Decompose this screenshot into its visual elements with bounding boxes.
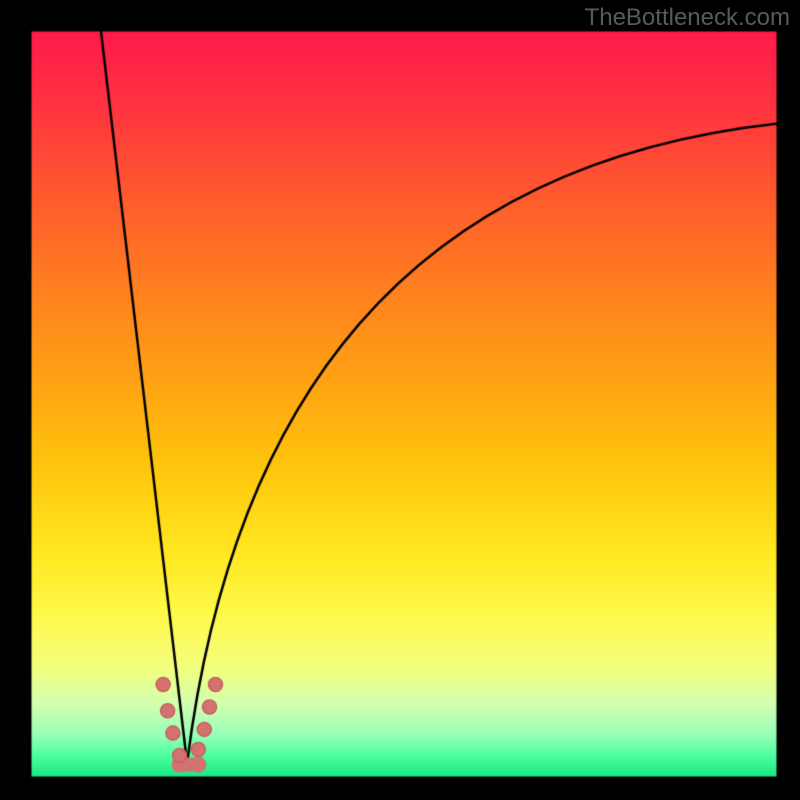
watermark-text: TheBottleneck.com bbox=[585, 4, 790, 32]
chart-container: TheBottleneck.com bbox=[0, 0, 800, 800]
bottleneck-curve-chart bbox=[0, 0, 800, 800]
